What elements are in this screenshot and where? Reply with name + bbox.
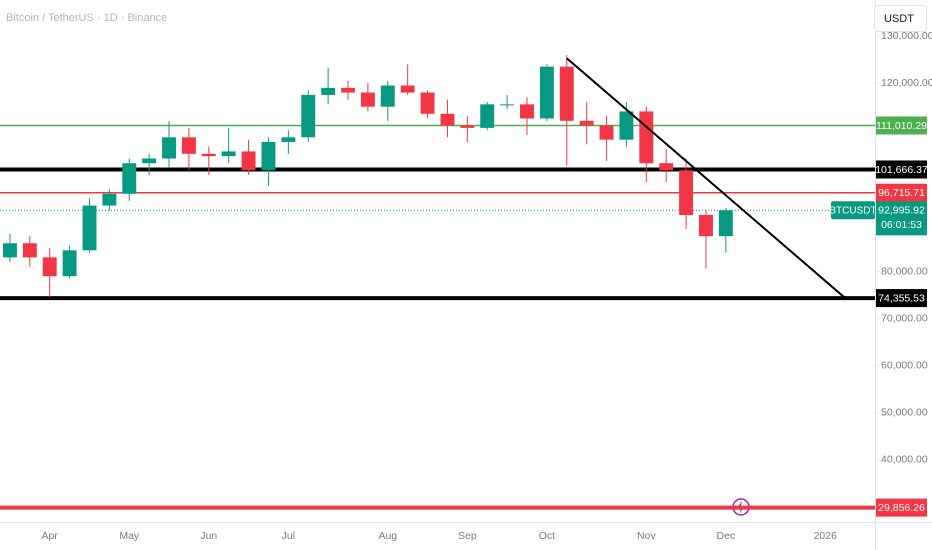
candle-body [122,163,137,194]
x-tick-label: Nov [637,530,656,542]
candle-body [181,137,196,154]
level-label-box [876,116,927,135]
x-tick-label: Dec [717,530,736,542]
y-tick-label: 60,000.00 [881,359,928,371]
level-label: 111,010.29 [876,120,927,132]
level-label: 29,856.26 [878,502,925,514]
candle-body [261,142,276,171]
candle-body [420,92,435,114]
x-tick-label: Oct [539,530,555,542]
y-tick-label: 120,000.00 [881,77,932,89]
candle-body [162,137,176,159]
candle-body [539,66,554,119]
level-label-box [876,160,927,179]
x-tick-label: Aug [378,530,397,542]
x-tick-label: Sep [458,530,477,542]
candle-body [639,111,654,164]
x-tick-label: Apr [42,530,59,542]
chart-title: Bitcoin / TetherUS · 1D · Binance [6,12,167,24]
candle-body [102,193,117,206]
candle-body [241,151,256,171]
candle-body [22,243,37,258]
level-label: 74,355.53 [878,292,925,304]
candle-body [281,137,296,143]
x-tick-label: Jun [200,530,217,542]
candle-body [659,163,674,171]
y-tick-label: 80,000.00 [881,265,928,277]
candle-body [42,257,57,277]
candle-body [520,104,534,119]
level-label-box [876,498,927,517]
candle-body [559,66,574,121]
trend-line [566,57,846,299]
candle-body [62,250,77,277]
candle-body [221,151,236,157]
current-price-box [876,201,927,236]
candle-body [360,92,375,107]
x-tick-label: May [119,530,140,542]
level-label-box [876,289,927,308]
y-tick-label: 130,000.00 [881,30,932,42]
candle-body [480,104,495,128]
candle-body [301,94,316,138]
candle-body [440,113,455,126]
candle-body [619,111,634,140]
candle-body [679,170,694,215]
candle-body [380,85,395,107]
currency-button-label[interactable]: USDT [884,13,914,25]
symbol-label-box [831,201,875,220]
level-label: 96,715.71 [878,187,925,199]
symbol-label: BTCUSDT [829,205,876,216]
candle-body [2,243,17,258]
level-label: 101,666.37 [875,164,928,176]
x-tick-label: 2026 [814,530,838,542]
countdown-label: 06:01:53 [881,219,922,231]
x-tick-label: Jul [282,530,295,542]
current-price-label: 92,995.92 [878,205,925,217]
candle-body [579,120,594,126]
level-label-box [876,183,927,202]
candle-body [599,125,614,140]
currency-button[interactable] [874,5,927,32]
candle-body [341,87,355,93]
candle-body [82,205,97,251]
candle-body [321,87,336,95]
candle-body [500,104,515,106]
candle-body [718,210,733,237]
y-tick-label: 40,000.00 [881,454,928,466]
candle-body [699,214,713,237]
y-tick-label: 50,000.00 [881,407,928,419]
candle-body [460,125,475,128]
candle-body [201,153,216,157]
y-tick-label: 70,000.00 [881,312,928,324]
candle-body [142,158,157,164]
candle-body [400,85,415,93]
